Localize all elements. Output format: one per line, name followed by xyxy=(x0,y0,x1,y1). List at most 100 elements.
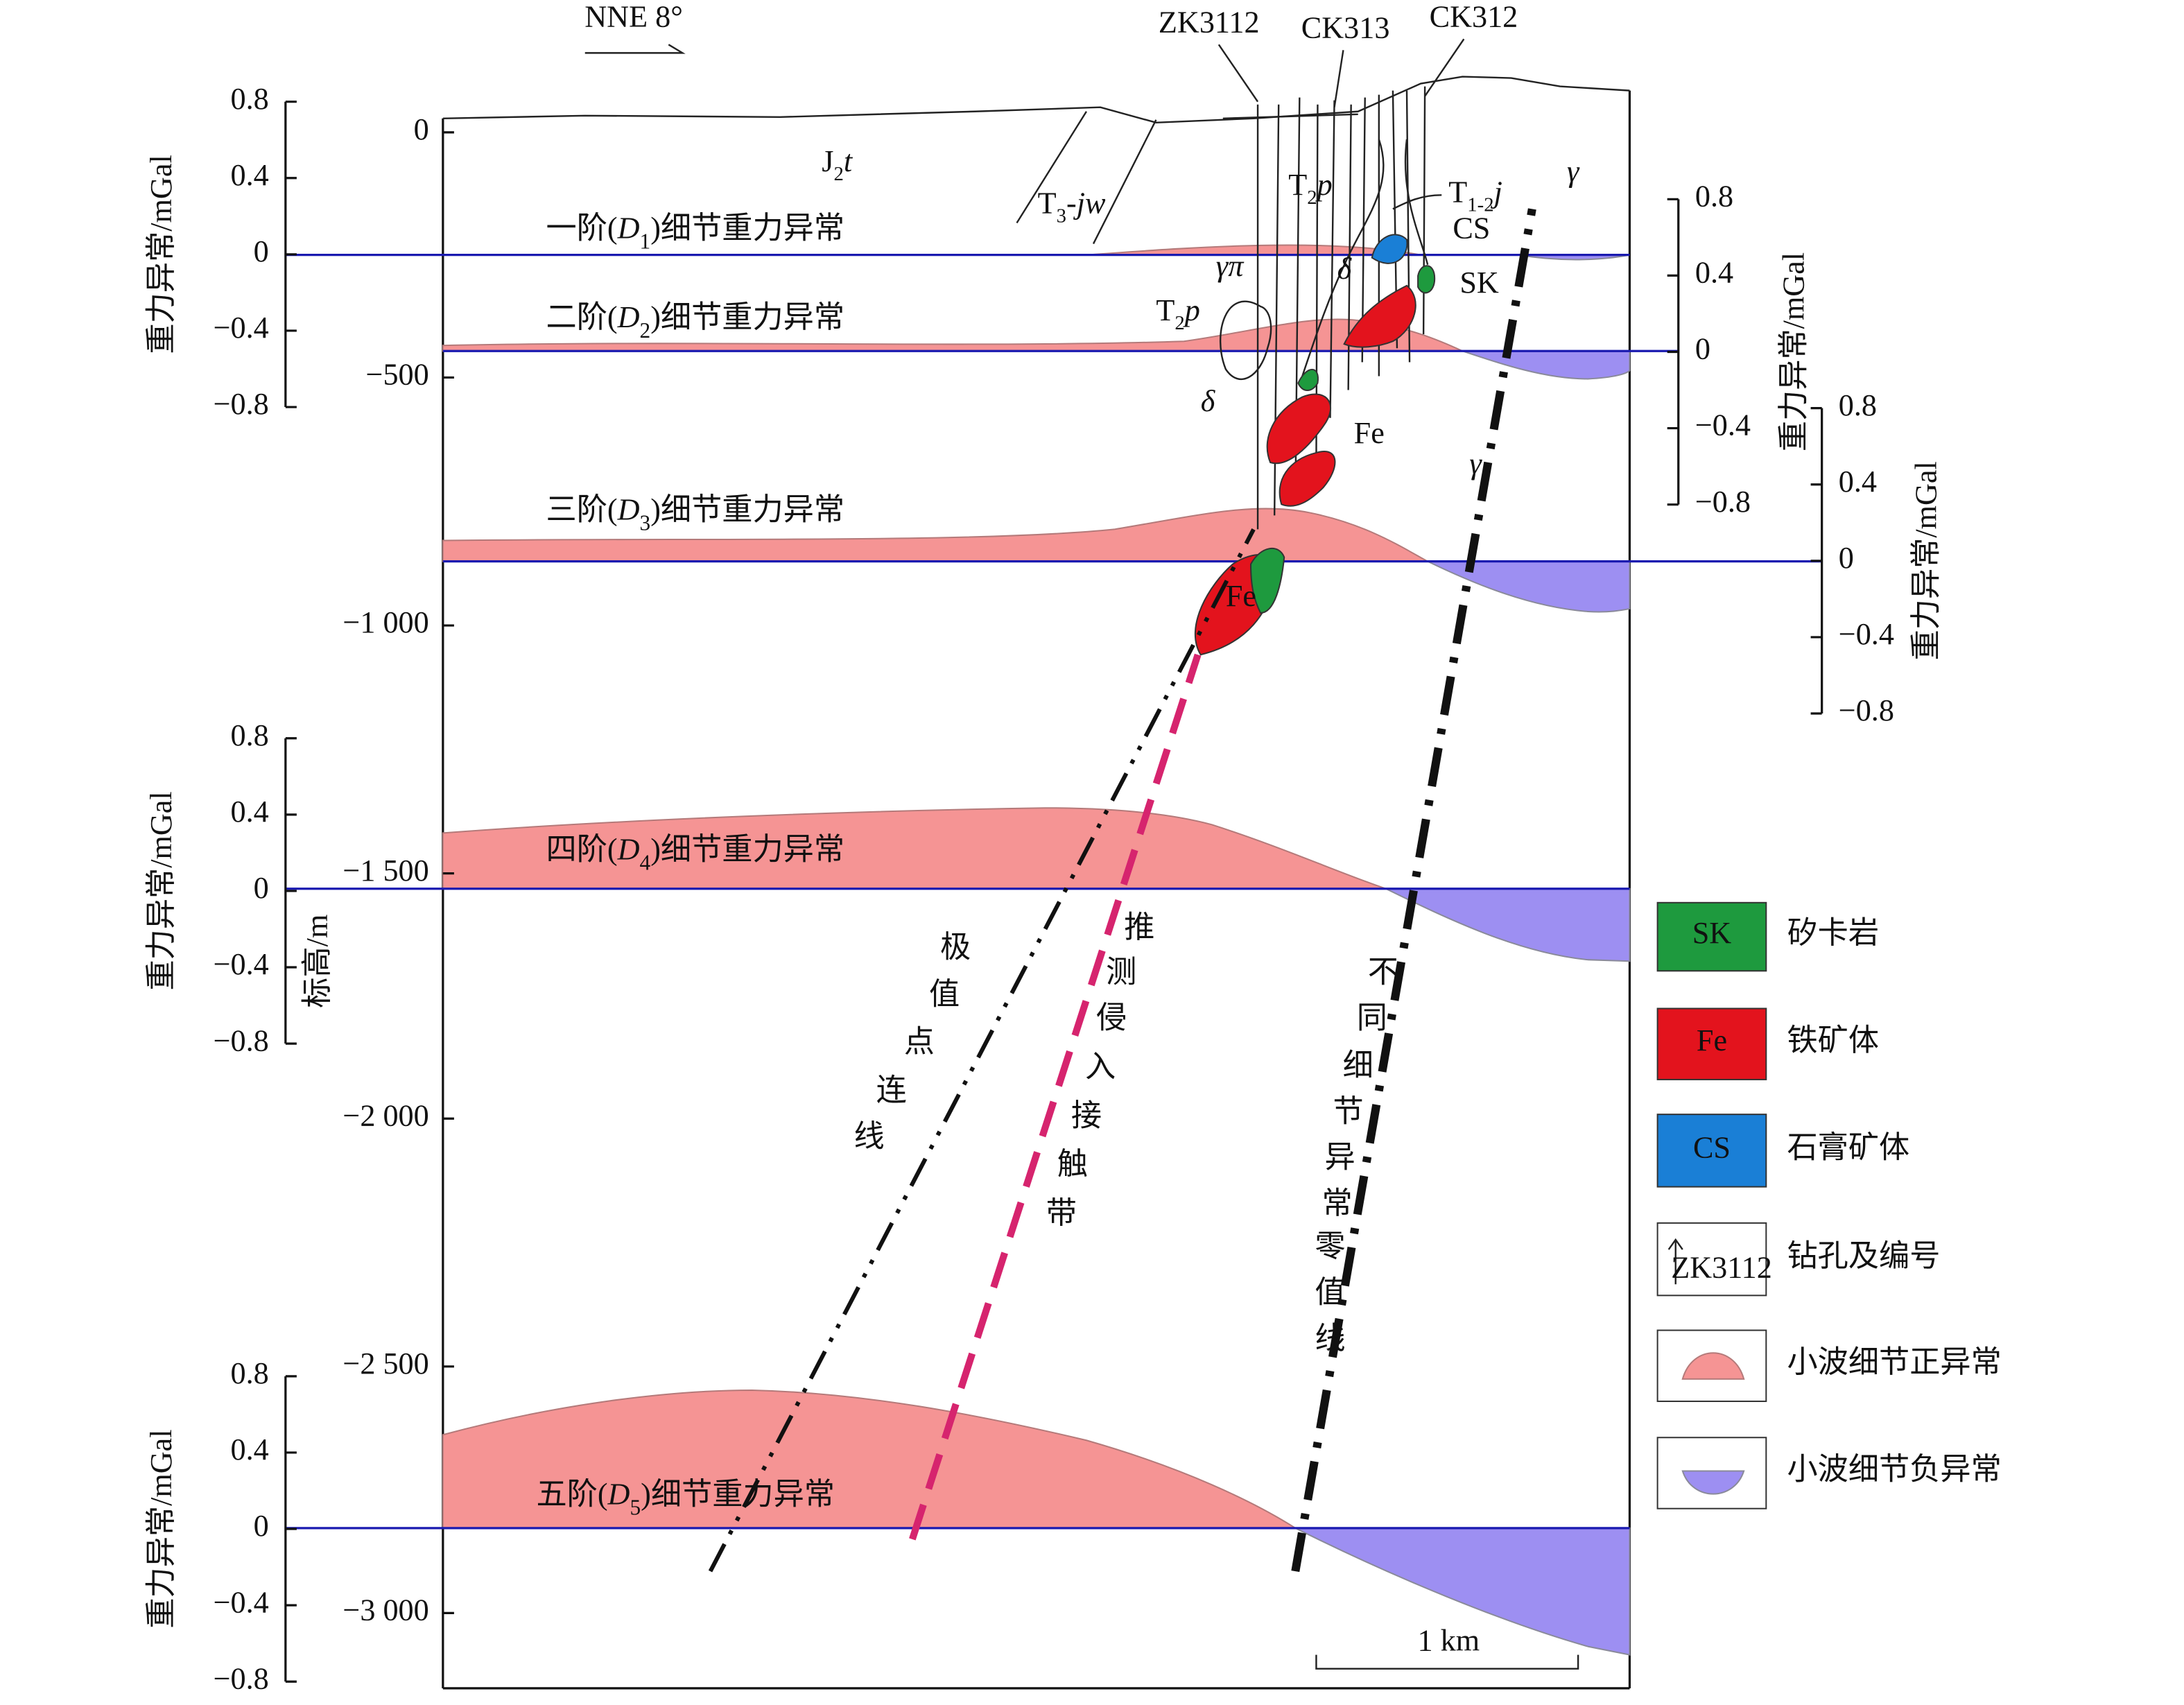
level-label-part: )细节重力异常 xyxy=(650,300,844,334)
strata-label-part: 1-2 xyxy=(1467,193,1493,216)
legend-swatch xyxy=(1656,1114,1767,1188)
level-label: 二阶(D2)细节重力异常 xyxy=(546,300,845,343)
anomaly-tick-label: 0.4 xyxy=(1839,465,1877,499)
drillhole-traces xyxy=(1222,86,1426,530)
level-label: 五阶(D5)细节重力异常 xyxy=(536,1478,835,1520)
geology-label: CS xyxy=(1453,211,1490,245)
anomaly-tick-label: 0 xyxy=(254,234,269,268)
geology-label: δ xyxy=(1337,252,1353,286)
anomaly-axis-title: 重力异常/mGal xyxy=(144,791,178,990)
level-label-part: )细节重力异常 xyxy=(641,1478,835,1512)
anomaly-tick-label: 0 xyxy=(254,1509,269,1543)
anomaly-tick-label: −0.4 xyxy=(1839,617,1894,651)
anomaly-tick-label: 0.4 xyxy=(230,158,268,192)
legend-arrow xyxy=(1667,1238,1683,1285)
anomaly-tick-label: 0.8 xyxy=(1695,179,1733,213)
anomaly-tick-label: −0.8 xyxy=(1839,693,1894,727)
positive-anomaly xyxy=(442,1389,1298,1529)
anomaly-tick-label: −0.8 xyxy=(214,1661,269,1695)
intrusion-contact-line xyxy=(909,653,1202,1541)
level-label: 三阶(D3)细节重力异常 xyxy=(546,492,845,535)
strata-label-part: 2 xyxy=(1307,187,1317,209)
anomaly-tick-label: 0.8 xyxy=(1839,388,1877,422)
skarn-body xyxy=(1297,369,1319,392)
geology-label: γ xyxy=(1469,447,1482,481)
anomaly-tick-label: −0.4 xyxy=(214,311,269,345)
ground-surface xyxy=(442,76,1630,124)
anomaly-tick-label: 0.4 xyxy=(1695,256,1733,290)
level-label-part: 2 xyxy=(640,318,651,343)
legend-label: 钻孔及编号 xyxy=(1787,1239,1940,1273)
anomaly-tick-label: −0.4 xyxy=(214,1585,269,1619)
level-label-part: 3 xyxy=(640,510,651,535)
negative-anomaly xyxy=(1294,1527,1631,1656)
positive-anomaly xyxy=(442,807,1387,890)
anomaly-tick-label: 0 xyxy=(1695,332,1710,366)
scale-bar xyxy=(1315,1654,1579,1670)
drillhole-label: CK313 xyxy=(1301,10,1390,44)
level-label-part: D xyxy=(617,300,640,334)
extremum-line xyxy=(708,528,1256,1573)
iron-orebody xyxy=(1343,284,1416,348)
intrusion-outline xyxy=(1220,300,1272,381)
strata-label-part: J xyxy=(822,144,833,178)
strata-label: T2p xyxy=(1156,293,1199,334)
strata-label-part: p xyxy=(1183,293,1200,327)
gypsum-body xyxy=(1371,234,1408,264)
elevation-tick-label: −2 500 xyxy=(343,1347,428,1381)
level-label-part: D xyxy=(617,833,640,867)
strata-label-part: -jw xyxy=(1066,186,1106,220)
legend xyxy=(1656,901,1767,1509)
zero-value-line xyxy=(1291,208,1536,1573)
level-label-part: 五阶( xyxy=(536,1478,607,1512)
elevation-tick-label: −3 000 xyxy=(343,1593,428,1627)
legend-code: CS xyxy=(1693,1131,1731,1165)
line-label: 极值点连线 xyxy=(853,930,971,1153)
strata-label: J2t xyxy=(822,144,853,184)
elevation-tick-label: −500 xyxy=(366,358,429,392)
strata-label: T3-jw xyxy=(1038,186,1106,226)
strata-label-part: 3 xyxy=(1057,205,1066,227)
iron-orebody xyxy=(1279,451,1336,507)
anomaly-tick-label: 0 xyxy=(1839,541,1854,575)
line-label: 不同细节异常零值线 xyxy=(1315,955,1398,1355)
anomaly-tick-label: −0.4 xyxy=(214,947,269,981)
level-label-part: D xyxy=(617,211,640,245)
level-label-part: 5 xyxy=(630,1495,641,1519)
strata-label-part: T xyxy=(1448,175,1467,209)
direction-label: NNE 8° xyxy=(584,0,683,33)
iron-orebody xyxy=(1266,393,1331,465)
level-label-part: 四阶( xyxy=(546,833,618,867)
anomaly-tick-label: 0.4 xyxy=(230,1433,268,1466)
level-label: 四阶(D4)细节重力异常 xyxy=(546,833,845,875)
legend-label: 铁矿体 xyxy=(1787,1023,1879,1057)
drillhole-label: CK312 xyxy=(1430,0,1518,33)
level-label-part: 一阶( xyxy=(546,211,618,245)
level-label-part: D xyxy=(607,1478,630,1512)
negative-anomaly xyxy=(1462,350,1631,380)
anomaly-tick-label: −0.4 xyxy=(1695,408,1751,442)
strata-label: T2p xyxy=(1288,168,1332,208)
anomaly-tick-label: 0 xyxy=(254,871,269,905)
legend-swatch xyxy=(1656,901,1767,972)
strata-label: T1-2j xyxy=(1448,175,1502,215)
strata-label-part: t xyxy=(844,144,853,178)
strata-label-part: j xyxy=(1491,175,1502,209)
level-label-part: 4 xyxy=(640,850,651,874)
scale-bar-label: 1 km xyxy=(1417,1624,1480,1658)
level-label-part: 三阶( xyxy=(546,492,618,526)
anomaly-tick-label: 0.8 xyxy=(230,1356,268,1390)
elevation-tick-label: 0 xyxy=(414,112,429,146)
legend-swatch xyxy=(1656,1007,1767,1080)
geology-label: δ xyxy=(1201,384,1216,418)
legend-code: ZK3112 xyxy=(1671,1250,1772,1284)
direction-arrow xyxy=(584,44,686,54)
anomaly-axis-title: 重力异常/mGal xyxy=(1909,461,1943,660)
drillhole-pointer xyxy=(1217,44,1259,103)
level-label-part: )细节重力异常 xyxy=(650,833,844,867)
legend-label: 矽卡岩 xyxy=(1787,916,1879,950)
negative-anomaly xyxy=(1427,560,1631,613)
anomaly-tick-label: 0.4 xyxy=(230,795,268,829)
